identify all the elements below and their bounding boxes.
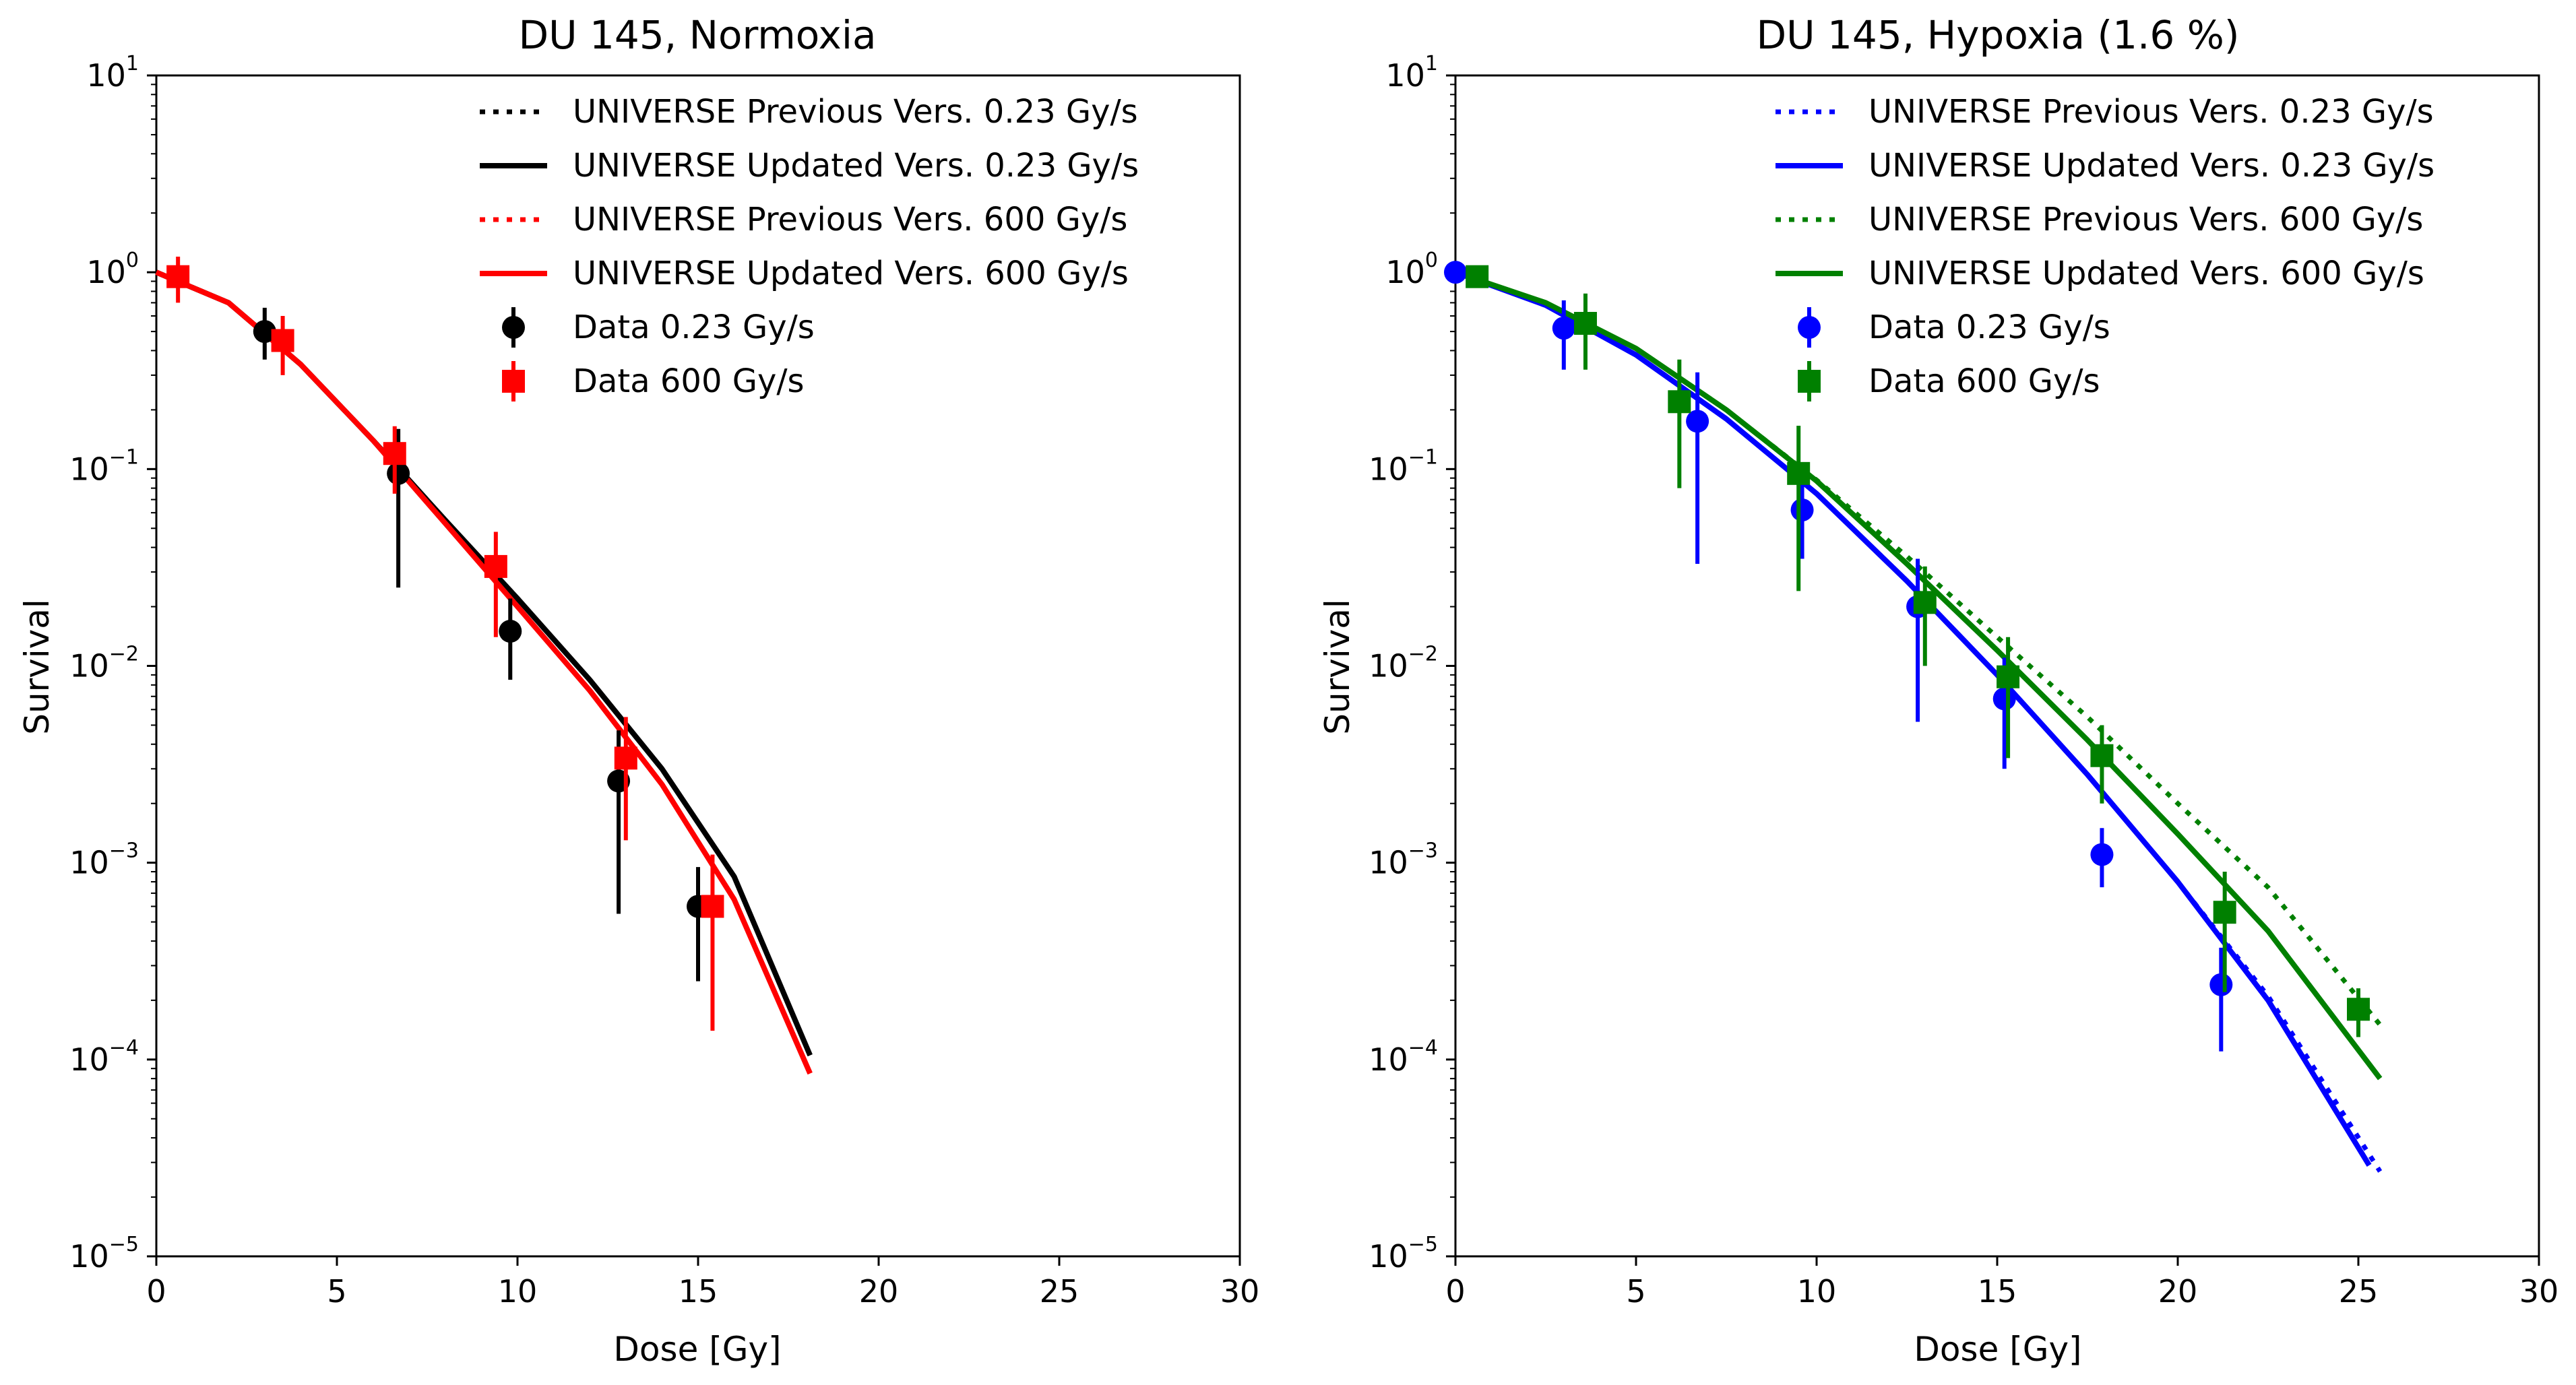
- legend-label: Data 0.23 Gy/s: [573, 309, 815, 346]
- y-axis-label: Survival: [18, 599, 57, 735]
- panel-hypoxia: DU 145, Hypoxia (1.6 %) Dose [Gy] Surviv…: [1318, 12, 2558, 1369]
- legend-marker: [1798, 370, 1821, 393]
- legend-label: UNIVERSE Updated Vers. 600 Gy/s: [1868, 255, 2424, 292]
- legend-marker: [502, 316, 525, 339]
- data-point: [2213, 901, 2236, 924]
- data-point: [1573, 312, 1597, 335]
- chart-title: DU 145, Hypoxia (1.6 %): [1756, 12, 2239, 58]
- y-tick-label: 10−2: [1369, 643, 1438, 684]
- data-point: [1992, 687, 2016, 711]
- legend-marker: [502, 370, 525, 393]
- data-point: [499, 620, 522, 643]
- data-point: [387, 461, 410, 485]
- legend-label: UNIVERSE Updated Vers. 0.23 Gy/s: [1868, 147, 2434, 185]
- data-point: [484, 554, 507, 578]
- data-point: [1466, 265, 1489, 288]
- legend-label: Data 600 Gy/s: [1868, 362, 2100, 400]
- x-tick-label: 10: [1797, 1273, 1837, 1310]
- plot-area: 0 5 10 15 20 25 30 101 100 10−1 10−2 10−3 10−4 10−5: [69, 52, 1259, 1310]
- legend-label: UNIVERSE Previous Vers. 0.23 Gy/s: [1868, 93, 2434, 131]
- y-tick-label: 101: [1385, 52, 1438, 94]
- x-axis-label: Dose [Gy]: [613, 1330, 781, 1369]
- panel-normoxia: DU 145, Normoxia Dose [Gy] Survival 0 5 10…: [18, 12, 1259, 1369]
- x-tick-label: 5: [1626, 1273, 1645, 1310]
- data-point: [1552, 317, 1575, 340]
- data-point: [2090, 843, 2114, 866]
- x-tick-label: 30: [2519, 1273, 2559, 1310]
- data-point: [2347, 998, 2370, 1021]
- x-tick-label: 0: [1445, 1273, 1465, 1310]
- legend-label: UNIVERSE Updated Vers. 0.23 Gy/s: [573, 147, 1139, 185]
- x-tick-label: 15: [1978, 1273, 2017, 1310]
- y-tick-label: 10−1: [69, 445, 139, 487]
- x-tick-label: 5: [327, 1273, 346, 1310]
- x-tick-label: 15: [679, 1273, 718, 1310]
- y-tick-label: 10−4: [69, 1036, 139, 1078]
- series-line: [1454, 269, 2383, 1173]
- x-tick-label: 30: [1220, 1273, 1260, 1310]
- x-axis-label: Dose [Gy]: [1914, 1330, 2081, 1369]
- data-point: [1790, 498, 1814, 521]
- x-tick-label: 20: [859, 1273, 899, 1310]
- data-point: [2090, 744, 2114, 767]
- y-tick-label: 10−4: [1369, 1036, 1438, 1078]
- y-tick-label: 100: [1385, 249, 1438, 290]
- data-point: [614, 746, 637, 770]
- data-point: [2209, 973, 2233, 996]
- chart-title: DU 145, Normoxia: [518, 12, 876, 58]
- data-point: [1913, 591, 1937, 614]
- series-line: [1454, 269, 2372, 1167]
- data-point: [383, 442, 406, 465]
- data-point: [1668, 390, 1691, 414]
- y-axis-label: Survival: [1318, 599, 1357, 735]
- legend-label: UNIVERSE Previous Vers. 0.23 Gy/s: [573, 93, 1138, 131]
- y-tick-label: 10−3: [69, 839, 139, 881]
- legend: UNIVERSE Previous Vers. 0.23 Gy/s UNIVERS…: [1776, 93, 2434, 401]
- y-tick-label: 10−5: [1369, 1233, 1438, 1275]
- plot-area: 0 5 10 15 20 25 30 101 100 10−1 10−2 10−3 10−4 10−5: [1369, 52, 2558, 1310]
- axes-frame: [155, 74, 1241, 1258]
- x-tick-label: 0: [146, 1273, 166, 1310]
- x-tick-label: 20: [2158, 1273, 2198, 1310]
- x-tick-label: 25: [1040, 1273, 1079, 1310]
- legend: UNIVERSE Previous Vers. 0.23 Gy/s UNIVERS…: [480, 93, 1139, 401]
- data-point: [1444, 261, 1467, 284]
- data-point: [271, 329, 294, 352]
- y-tick-label: 100: [86, 249, 139, 290]
- legend-label: Data 0.23 Gy/s: [1868, 309, 2110, 346]
- y-tick-label: 10−1: [1369, 445, 1438, 487]
- data-point: [1686, 410, 1709, 433]
- series-line: [1454, 269, 2383, 1081]
- legend-label: UNIVERSE Updated Vers. 600 Gy/s: [573, 255, 1129, 292]
- data-point: [166, 265, 190, 288]
- y-tick-label: 10−3: [1369, 839, 1438, 881]
- legend-label: UNIVERSE Previous Vers. 600 Gy/s: [573, 201, 1127, 238]
- y-tick-label: 10−5: [69, 1233, 139, 1275]
- x-tick-label: 25: [2339, 1273, 2379, 1310]
- data-point: [1997, 665, 2020, 688]
- legend-marker: [1798, 316, 1821, 339]
- data-point: [253, 320, 276, 344]
- y-tick-label: 101: [86, 52, 139, 94]
- legend-label: UNIVERSE Previous Vers. 600 Gy/s: [1868, 201, 2423, 238]
- x-tick-label: 10: [498, 1273, 538, 1310]
- data-point: [1787, 461, 1811, 485]
- legend-label: Data 600 Gy/s: [573, 362, 805, 400]
- y-tick-label: 10−2: [69, 643, 139, 684]
- data-point: [701, 895, 724, 918]
